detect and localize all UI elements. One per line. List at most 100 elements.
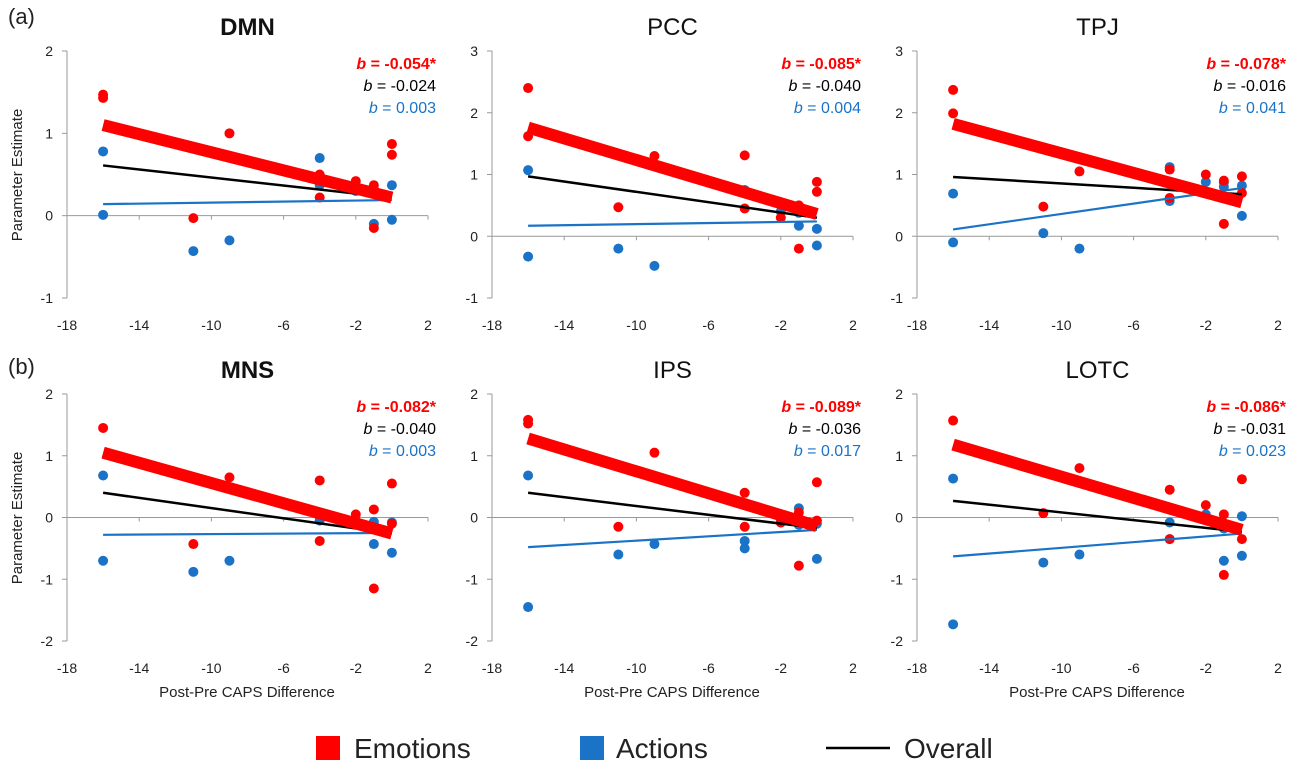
panel-title: LOTC: [1065, 357, 1129, 384]
point-emotions: [739, 150, 750, 161]
point-actions: [523, 251, 534, 262]
x-tick-label: -18: [482, 317, 502, 333]
y-tick-label: 2: [895, 386, 903, 402]
x-tick-label: -18: [482, 660, 502, 676]
y-tick-label: 2: [45, 386, 53, 402]
x-tick-label: -14: [554, 317, 574, 333]
fit-line-emotions: [526, 121, 819, 220]
point-emotions: [649, 447, 660, 458]
point-actions: [98, 209, 109, 220]
point-actions: [948, 237, 959, 248]
point-emotions: [1038, 201, 1049, 212]
coefficient-emotions: b = -0.089*: [781, 399, 861, 416]
x-tick-label: -6: [277, 317, 290, 333]
panel-title: TPJ: [1076, 14, 1119, 41]
y-axis-label-row-b: Parameter Estimate: [9, 452, 26, 585]
x-tick-label: -6: [277, 660, 290, 676]
coefficient-overall: b = -0.024: [363, 78, 436, 95]
y-tick-label: -1: [41, 290, 54, 306]
point-actions: [386, 214, 397, 225]
point-actions: [523, 602, 534, 613]
fit-line-actions: [528, 528, 817, 549]
y-tick-label: -2: [891, 633, 904, 649]
y-tick-label: -1: [891, 290, 904, 306]
row-label-a: (a): [8, 4, 35, 29]
x-tick-label: -18: [57, 660, 77, 676]
fit-line-emotions: [951, 438, 1244, 536]
x-tick-label: -2: [1200, 317, 1213, 333]
legend: Emotions Actions Overall: [316, 733, 993, 761]
point-actions: [613, 243, 624, 254]
point-actions: [1074, 549, 1085, 560]
point-emotions: [523, 83, 534, 94]
legend-actions-label: Actions: [616, 733, 708, 761]
point-emotions: [739, 487, 750, 498]
coefficient-actions: b = 0.004: [794, 100, 861, 117]
point-actions: [368, 539, 379, 550]
coefficient-overall: b = -0.016: [1213, 78, 1286, 95]
panel-title: MNS: [221, 357, 274, 384]
point-actions: [523, 165, 534, 176]
point-actions: [523, 470, 534, 481]
x-tick-label: -14: [129, 317, 149, 333]
y-tick-label: 1: [45, 125, 53, 141]
point-actions: [811, 240, 822, 251]
point-emotions: [224, 472, 235, 483]
point-emotions: [188, 213, 199, 224]
point-emotions: [793, 243, 804, 254]
y-tick-label: 2: [470, 386, 478, 402]
point-emotions: [1074, 166, 1085, 177]
y-tick-label: 1: [470, 448, 478, 464]
x-axis-label-panel-1: Post-Pre CAPS Difference: [159, 684, 335, 701]
point-emotions: [1074, 463, 1085, 474]
x-tick-label: 2: [424, 317, 432, 333]
fit-line-actions: [103, 531, 392, 536]
point-actions: [98, 146, 109, 157]
point-actions: [739, 535, 750, 546]
x-tick-label: -18: [907, 317, 927, 333]
legend-actions-swatch: [580, 736, 604, 760]
point-actions: [1236, 550, 1247, 561]
point-emotions: [948, 108, 959, 119]
point-actions: [948, 473, 959, 484]
point-emotions: [948, 415, 959, 426]
point-emotions: [613, 521, 624, 532]
coefficient-actions: b = 0.023: [1219, 443, 1286, 460]
point-actions: [649, 539, 660, 550]
y-tick-label: 2: [45, 43, 53, 59]
x-tick-label: 2: [849, 317, 857, 333]
x-tick-label: -2: [350, 317, 363, 333]
coefficient-actions: b = 0.017: [794, 443, 861, 460]
point-emotions: [775, 212, 786, 223]
point-emotions: [1236, 171, 1247, 182]
coefficient-actions: b = 0.003: [369, 100, 436, 117]
fit-line-overall: [952, 499, 1243, 533]
point-actions: [188, 246, 199, 257]
point-emotions: [224, 128, 235, 139]
x-tick-label: -2: [1200, 660, 1213, 676]
coefficient-emotions: b = -0.082*: [356, 399, 436, 416]
y-tick-label: 1: [895, 448, 903, 464]
point-emotions: [948, 84, 959, 95]
point-actions: [314, 153, 325, 164]
point-emotions: [811, 186, 822, 197]
y-tick-label: 0: [470, 510, 478, 526]
point-emotions: [368, 504, 379, 515]
fit-line-emotions: [101, 446, 394, 540]
point-actions: [1038, 557, 1049, 568]
x-tick-label: -14: [979, 317, 999, 333]
legend-overall-label: Overall: [904, 733, 993, 761]
point-emotions: [386, 518, 397, 529]
point-actions: [1236, 210, 1247, 221]
y-tick-label: -2: [466, 633, 479, 649]
point-actions: [793, 220, 804, 231]
x-tick-label: -2: [775, 317, 788, 333]
y-axis-label-row-a: Parameter Estimate: [9, 109, 26, 242]
fit-line-emotions: [951, 118, 1244, 209]
point-emotions: [98, 92, 109, 103]
